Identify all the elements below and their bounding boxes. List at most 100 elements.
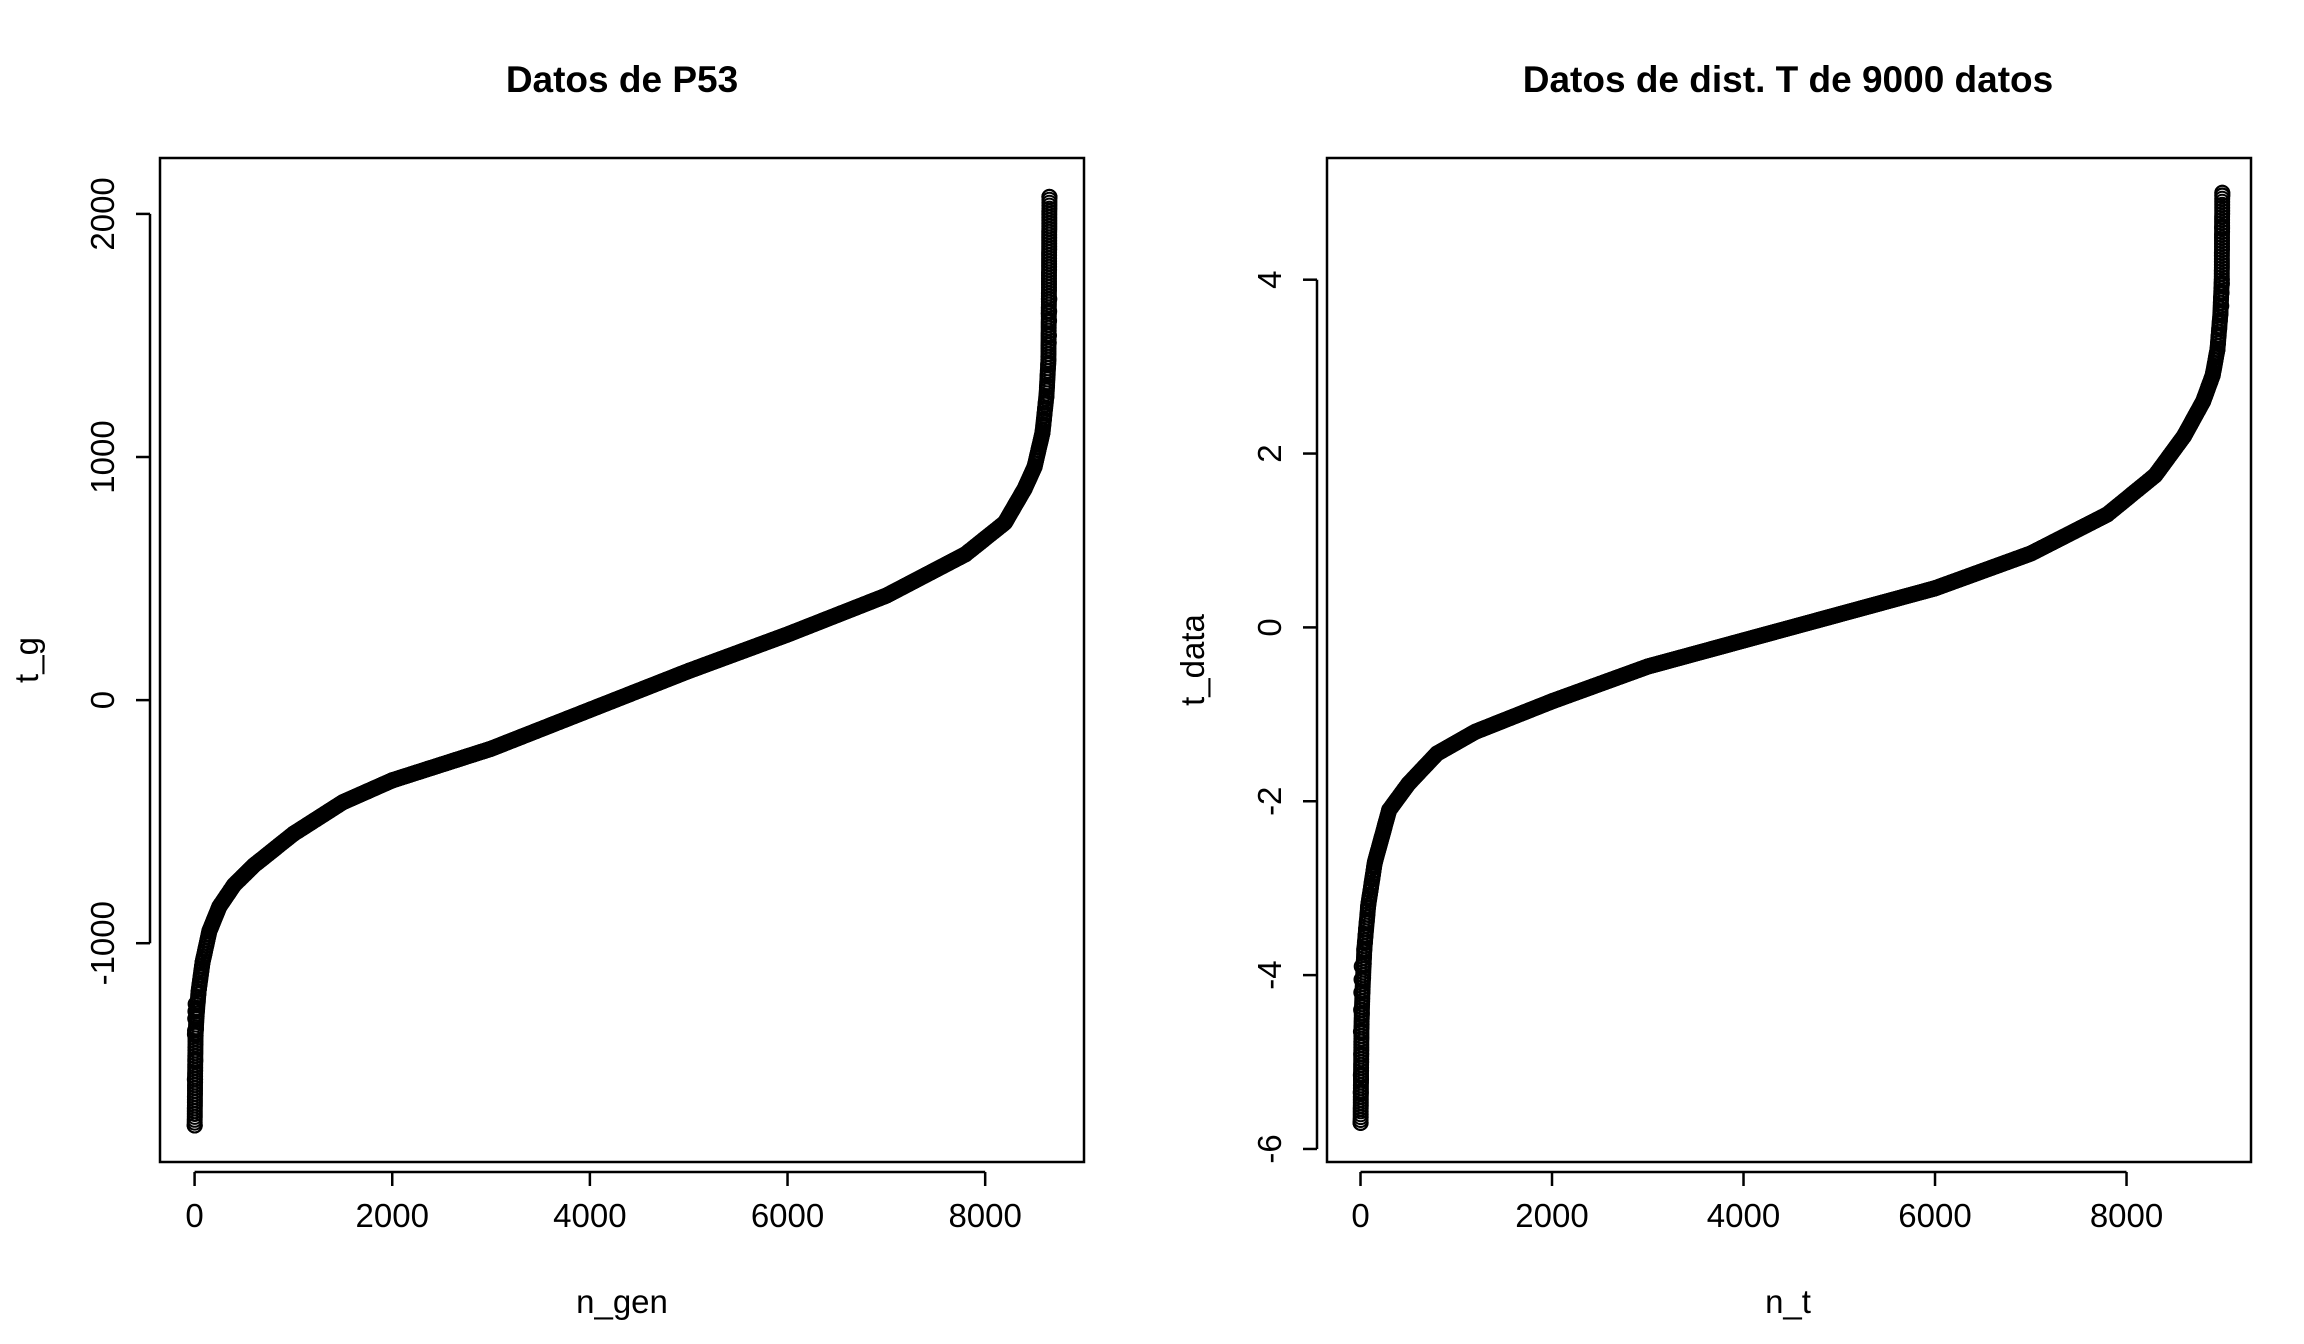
data-point: [1841, 603, 1858, 620]
data-point: [2006, 551, 2023, 568]
data-point: [1714, 638, 1731, 655]
data-point: [635, 680, 652, 697]
data-point: [1884, 591, 1901, 608]
data-point: [1703, 641, 1720, 658]
data-point: [1041, 291, 1058, 307]
data-point: [240, 863, 257, 879]
data-point: [1998, 554, 2015, 571]
data-point: [1661, 652, 1677, 669]
data-point: [1352, 1067, 1369, 1084]
data-point: [1410, 764, 1427, 781]
data-point: [680, 662, 697, 679]
data-point: [1502, 709, 1519, 726]
data-point: [832, 605, 849, 622]
data-point: [825, 608, 842, 625]
data-point: [420, 760, 437, 777]
data-point: [1041, 312, 1058, 329]
data-point: [465, 746, 482, 763]
data-point: [1353, 958, 1370, 975]
data-point: [1481, 718, 1498, 735]
x-tick-label: 4000: [553, 1197, 626, 1234]
data-point: [1990, 557, 2007, 574]
y-tick-label: -4: [1251, 960, 1288, 989]
y-axis: -6 -4 -2 0 2 4: [1251, 271, 1319, 1164]
x-tick-label: 4000: [1707, 1197, 1780, 1234]
data-point: [1639, 658, 1656, 675]
data-point: [1820, 609, 1837, 626]
data-point: [536, 719, 553, 736]
data-point: [1810, 612, 1826, 629]
data-point: [187, 996, 204, 1012]
data-point: [802, 617, 819, 634]
data-point: [847, 599, 864, 616]
data-point: [771, 629, 788, 646]
data-point: [1352, 1023, 1369, 1040]
data-point: [456, 749, 473, 766]
data-point: [733, 643, 750, 660]
data-point: [1516, 704, 1533, 721]
data-point: [505, 731, 522, 748]
data-point: [226, 876, 243, 893]
data-point: [665, 668, 682, 685]
data-point: [543, 716, 560, 733]
x-tick-label: 2000: [1515, 1197, 1588, 1234]
data-point: [1523, 701, 1540, 718]
data-point: [1735, 632, 1752, 649]
chart-panel-p53: Datos de P53 0 2000 4000 6000 8000 -1000 0 100…: [8, 59, 1086, 1320]
data-point: [1852, 600, 1869, 617]
data-point: [764, 632, 781, 649]
data-point: [840, 602, 857, 619]
data-point: [384, 772, 401, 789]
chart-title: Datos de dist. T de 9000 datos: [1523, 59, 2053, 100]
data-point: [186, 1071, 203, 1088]
data-point: [187, 1003, 204, 1020]
data-point: [551, 713, 568, 730]
data-point: [1788, 618, 1805, 634]
data-point: [1863, 597, 1880, 614]
data-point: [438, 755, 455, 772]
chart-title: Datos de P53: [506, 59, 738, 100]
y-tick-label: 0: [84, 691, 121, 709]
data-point: [1671, 649, 1688, 666]
y-axis-label: t_g: [8, 637, 45, 683]
data-point: [604, 692, 621, 709]
x-tick-label: 2000: [356, 1197, 429, 1234]
y-tick-label: -2: [1251, 787, 1288, 816]
data-point: [574, 704, 591, 721]
data-point: [1916, 583, 1933, 600]
data-point: [483, 740, 500, 757]
data-point: [619, 686, 636, 703]
data-point: [863, 593, 880, 610]
data-point: [1756, 626, 1773, 643]
y-tick-label: 0: [1251, 618, 1288, 636]
data-point: [741, 640, 758, 657]
data-point: [1413, 762, 1430, 778]
data-point: [2213, 276, 2230, 292]
data-point: [1927, 580, 1943, 597]
data-point: [1650, 655, 1667, 672]
scatter-points: [186, 188, 1058, 1134]
data-point: [2014, 548, 2031, 565]
data-point: [566, 707, 583, 724]
data-point: [1530, 698, 1547, 715]
data-point: [650, 674, 667, 691]
data-point: [1560, 687, 1576, 704]
data-point: [673, 665, 690, 682]
data-point: [1041, 188, 1058, 205]
data-point: [718, 648, 735, 665]
x-axis: 0 2000 4000 6000 8000: [1351, 1170, 2163, 1234]
data-point: [186, 1117, 203, 1134]
data-point: [1724, 635, 1741, 652]
data-point: [627, 683, 644, 700]
scatter-points: [1352, 184, 2231, 1131]
data-point: [1352, 1084, 1369, 1101]
data-point: [1488, 715, 1505, 732]
data-point: [1352, 1114, 1369, 1131]
data-point: [513, 728, 530, 745]
data-point: [187, 1022, 203, 1039]
x-tick-label: 0: [185, 1197, 203, 1234]
y-tick-label: 2: [1251, 444, 1288, 462]
data-point: [612, 689, 629, 706]
data-point: [411, 763, 428, 780]
